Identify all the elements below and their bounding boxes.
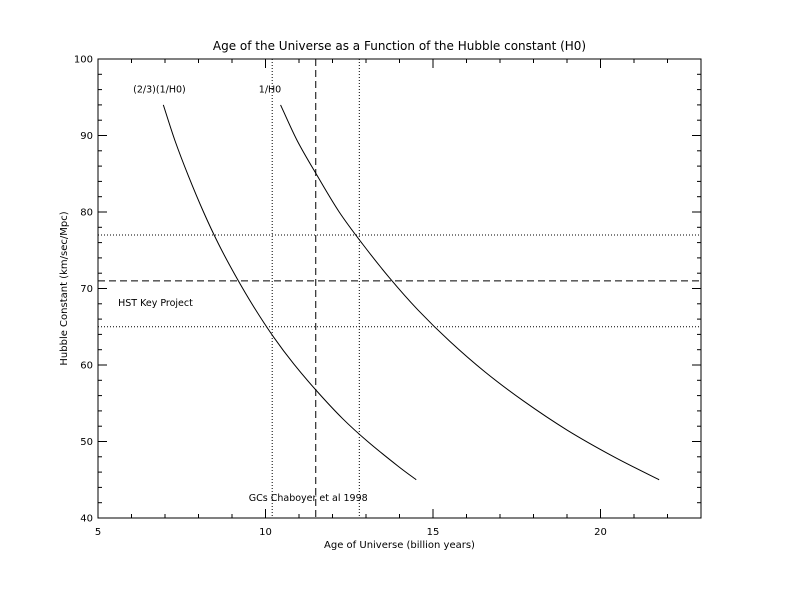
x-tick-label: 10 xyxy=(259,527,272,538)
y-tick-label: 80 xyxy=(80,208,93,219)
series-line-0 xyxy=(162,104,417,481)
annotation-2: HST Key Project xyxy=(118,298,193,309)
annotations: (2/3)(1/H0) 1/H0 HST Key Project GCs Chaboy… xyxy=(118,85,368,505)
y-tick-label: 100 xyxy=(74,55,93,66)
curves xyxy=(162,104,660,481)
x-tick-label: 15 xyxy=(427,527,440,538)
y-tick-label: 50 xyxy=(80,437,93,448)
y-tick-label: 40 xyxy=(80,514,93,525)
annotation-3: GCs Chaboyer et al 1998 xyxy=(249,493,368,504)
y-tick-label: 90 xyxy=(80,131,93,142)
reference-lines xyxy=(98,59,701,518)
plot-frame xyxy=(97,58,702,519)
y-tick-label: 70 xyxy=(80,284,93,295)
y-axis-label: Hubble Constant (km/sec/Mpc) xyxy=(59,211,70,365)
series-line-1 xyxy=(280,104,660,481)
chart-title: Age of the Universe as a Function of the… xyxy=(213,39,586,53)
x-tick-label: 5 xyxy=(95,527,101,538)
x-axis-label: Age of Universe (billion years) xyxy=(324,540,475,551)
plot-frame-group xyxy=(97,58,702,519)
y-tick-label: 60 xyxy=(80,361,93,372)
annotation-0: (2/3)(1/H0) xyxy=(133,85,186,96)
ticks: 5 10 15 20 40 50 60 70 80 90 100 xyxy=(74,55,702,538)
annotation-1: 1/H0 xyxy=(259,85,281,96)
x-tick-label: 20 xyxy=(594,527,607,538)
